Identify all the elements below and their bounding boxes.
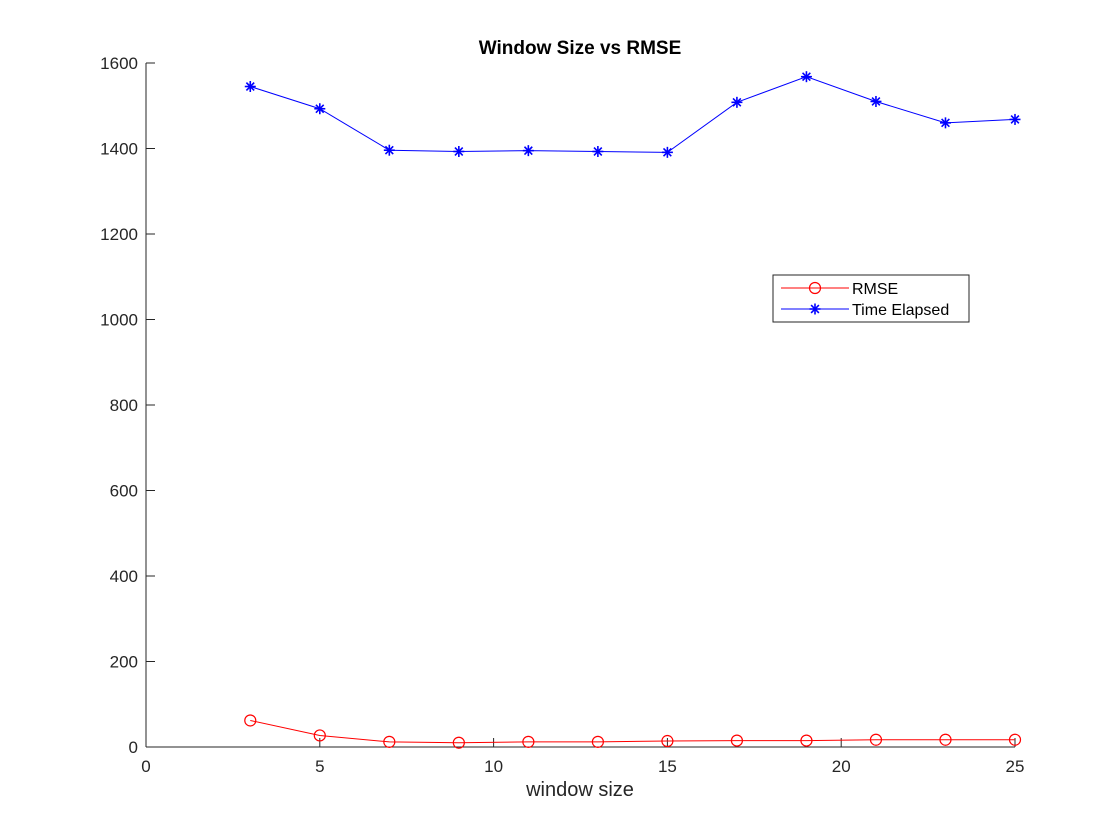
legend-entry: Time Elapsed xyxy=(781,302,949,319)
axes: 0 5 10 15 20 25 0 200 400 600 800 1000 1200 1400 1600 xyxy=(100,54,1024,776)
data-point xyxy=(661,146,673,158)
x-tick-label: 10 xyxy=(484,757,503,776)
legend-marker xyxy=(809,303,821,315)
y-tick-label: 400 xyxy=(110,567,138,586)
x-axis-label: window size xyxy=(525,779,634,801)
y-tick-label: 1600 xyxy=(100,54,138,73)
legend-box xyxy=(772,274,970,323)
data-point xyxy=(383,735,396,748)
y-tick-label: 600 xyxy=(110,482,138,501)
data-point xyxy=(1008,733,1022,746)
data-point xyxy=(800,71,812,83)
y-tick-label: 0 xyxy=(129,738,138,757)
y-tick-label: 200 xyxy=(110,653,138,672)
series-line xyxy=(250,720,1015,744)
legend-entry: RMSE xyxy=(781,281,898,298)
series-rmse xyxy=(244,714,1022,749)
data-point xyxy=(591,735,604,748)
series-layer xyxy=(244,71,1022,749)
y-tick-label: 1400 xyxy=(100,140,138,159)
data-point xyxy=(1009,113,1021,125)
legend-marker xyxy=(808,281,822,295)
x-tick-label: 5 xyxy=(315,757,324,776)
data-point xyxy=(453,145,465,157)
y-tick-label: 1000 xyxy=(100,311,138,330)
x-tick-label: 15 xyxy=(658,757,677,776)
data-point xyxy=(870,95,882,107)
legend-label: Time Elapsed xyxy=(852,302,949,319)
data-point xyxy=(383,144,395,156)
legend-label: RMSE xyxy=(852,281,898,298)
data-point xyxy=(314,103,326,115)
data-point xyxy=(939,733,952,746)
legend: RMSE Time Elapsed xyxy=(772,274,970,323)
y-tick-label: 800 xyxy=(110,396,138,415)
data-point xyxy=(800,734,813,747)
data-point xyxy=(522,735,535,748)
data-point xyxy=(244,714,257,727)
data-point xyxy=(592,145,604,157)
data-point xyxy=(869,733,883,746)
series-line xyxy=(250,76,1016,153)
series-time-elapsed xyxy=(244,71,1021,158)
data-point xyxy=(244,81,256,93)
data-point xyxy=(730,734,744,747)
x-tick-label: 0 xyxy=(141,757,150,776)
data-point xyxy=(313,729,326,742)
data-point xyxy=(661,734,674,748)
y-tick-label: 1200 xyxy=(100,225,138,244)
x-tick-label: 25 xyxy=(1006,757,1025,776)
x-tick-label: 20 xyxy=(832,757,851,776)
data-point xyxy=(522,145,534,157)
chart-title: Window Size vs RMSE xyxy=(479,38,682,59)
data-point xyxy=(452,736,465,749)
data-point xyxy=(731,96,743,108)
data-point xyxy=(939,117,951,129)
